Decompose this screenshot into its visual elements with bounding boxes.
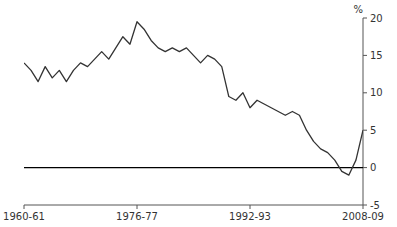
zero-line [24, 167, 363, 168]
y-tick-label: -5 [370, 200, 380, 211]
y-tick-label: 10 [370, 87, 383, 98]
y-tick [363, 55, 367, 56]
data-line [24, 22, 363, 175]
y-tick [363, 92, 367, 93]
x-tick-label: 1976-77 [116, 211, 158, 222]
x-tick-label: 1960-61 [3, 211, 45, 222]
y-tick-label: 15 [370, 50, 383, 61]
x-tick [137, 205, 138, 209]
y-axis-label: % [353, 4, 363, 15]
y-tick [363, 130, 367, 131]
x-axis-line [24, 205, 363, 206]
x-tick-label: 2008-09 [342, 211, 384, 222]
x-tick [24, 205, 25, 209]
y-tick-label: 20 [370, 13, 383, 24]
y-tick-label: 5 [370, 125, 376, 136]
y-tick [363, 205, 367, 206]
chart: -5 0 5 10 15 20 1960-61 1976-77 1992-93 2008-09% [0, 0, 397, 227]
plot-marks [24, 22, 363, 175]
y-tick [363, 18, 367, 19]
y-tick [363, 167, 367, 168]
y-tick-label: 0 [370, 162, 376, 173]
x-tick [250, 205, 251, 209]
y-axis-line [363, 18, 364, 205]
x-tick [363, 205, 364, 209]
x-tick-label: 1992-93 [229, 211, 271, 222]
